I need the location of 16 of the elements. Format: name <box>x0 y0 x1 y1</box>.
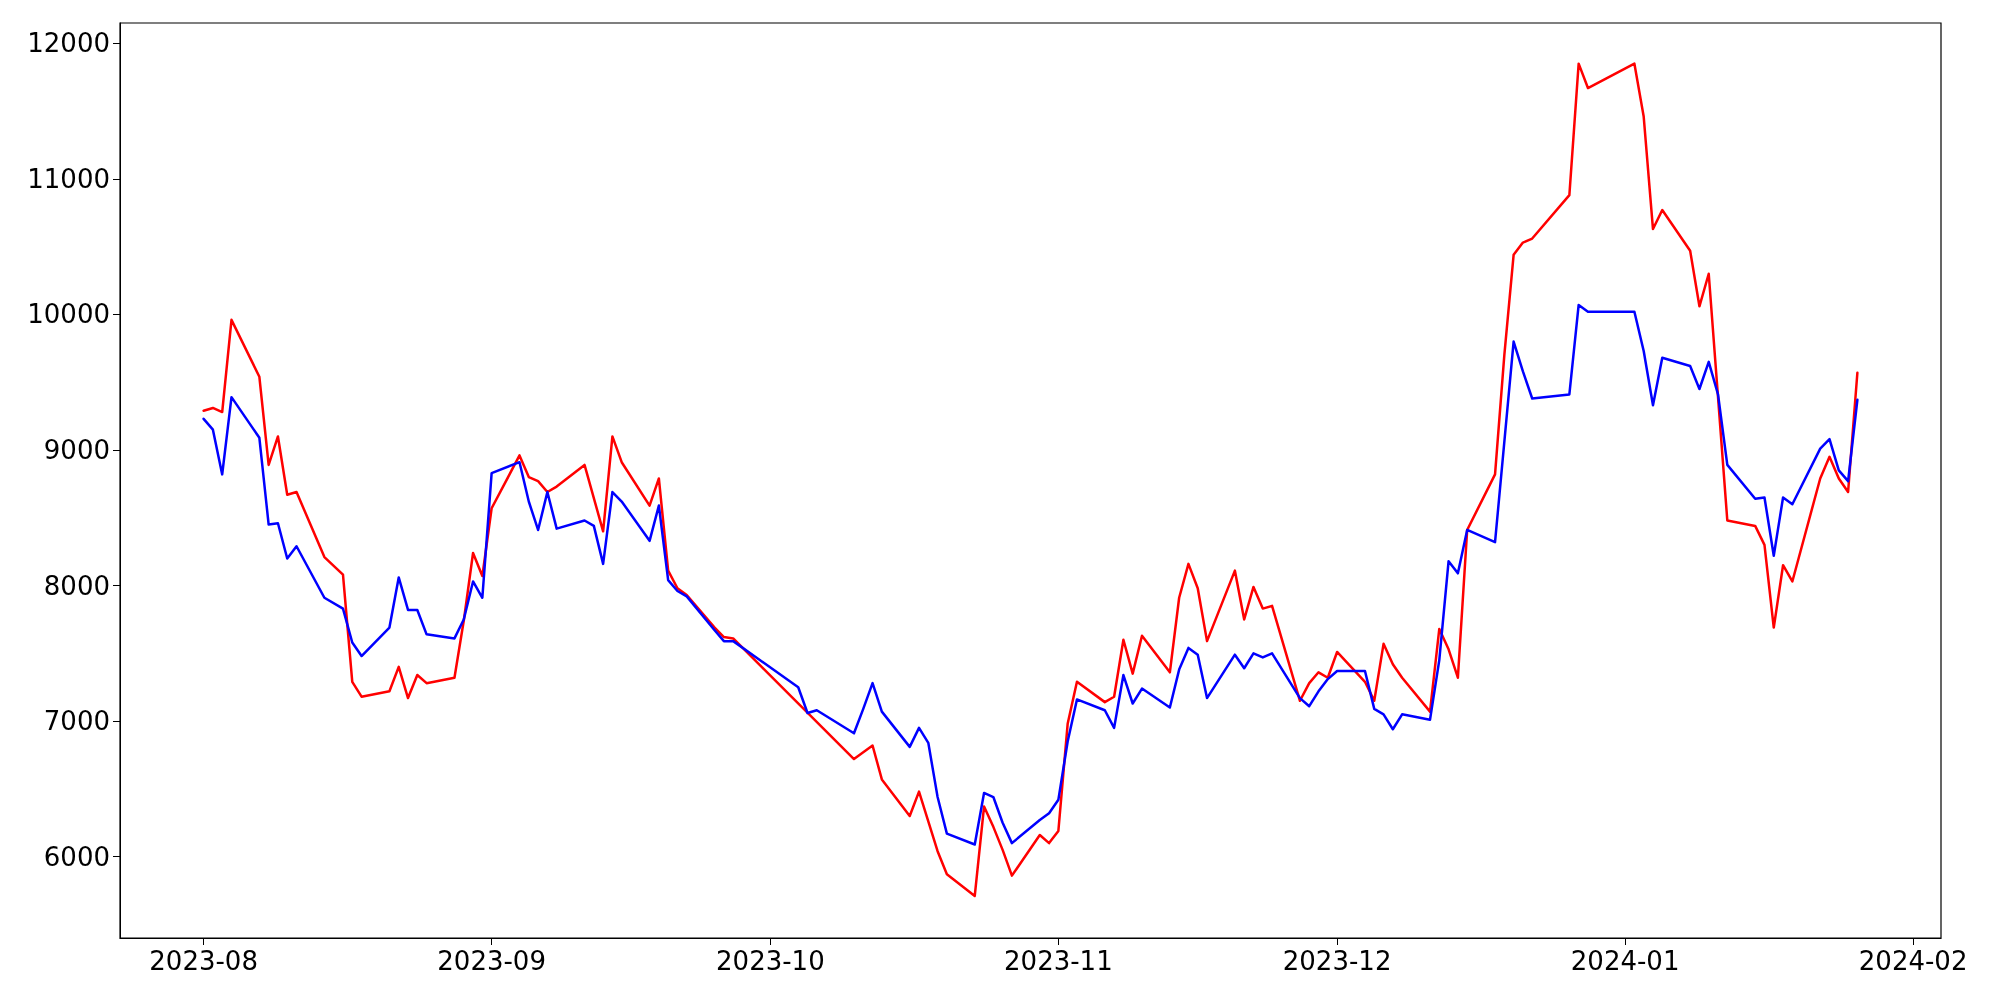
x-tick-label: 2023-09 <box>437 946 546 976</box>
x-tick-label: 2023-10 <box>716 946 825 976</box>
y-tick-label: 7000 <box>43 706 110 737</box>
y-tick-label: 8000 <box>43 570 110 601</box>
y-tick-label: 11000 <box>27 163 110 194</box>
y-tick-label: 12000 <box>27 28 110 59</box>
x-tick-label: 2024-02 <box>1858 946 1968 976</box>
x-tick-label: 2023-08 <box>149 946 258 976</box>
line-series <box>202 62 1859 898</box>
y-tick-label: 6000 <box>43 841 110 872</box>
x-tick-label: 2024-01 <box>1570 946 1680 976</box>
x-tick-label: 2023-12 <box>1282 946 1392 976</box>
y-tick-label: 9000 <box>43 435 110 465</box>
y-tick-label: 10000 <box>27 299 110 330</box>
x-tick-label: 2023-11 <box>1004 946 1113 976</box>
line-series <box>202 303 1859 846</box>
